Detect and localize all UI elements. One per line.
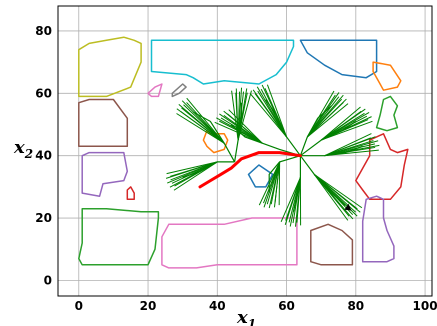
obstacle-green-block-bottom	[78, 207, 160, 266]
tree-edge-6-7	[296, 177, 301, 223]
tree-edge-7-7	[274, 161, 281, 204]
x-tick-labels: 0 20 40 60 80 100	[75, 299, 437, 313]
y-axis-title-main: x	[13, 137, 25, 158]
tree-edge-9-5	[181, 107, 225, 144]
y-tick-label-0: 0	[44, 273, 52, 287]
obstacle-cyan-block-top	[150, 39, 295, 85]
tree-edge-7-5	[270, 161, 281, 205]
x-tick-label-80: 80	[347, 299, 364, 313]
tree-edge-6-0	[280, 177, 301, 223]
x-tick-label-60: 60	[278, 299, 295, 313]
tree-edge-2-8	[306, 90, 335, 138]
obstacle-olive-block	[78, 36, 142, 98]
tree-arrow-tip	[344, 203, 352, 211]
y-tick-label-80: 80	[35, 24, 52, 38]
plot-frame	[57, 5, 433, 297]
obstacle-green-small-right	[375, 95, 399, 132]
search-tree	[165, 84, 380, 227]
tree-edge-3-0	[321, 120, 373, 141]
tree-edge-10-5	[237, 91, 241, 141]
x-tick-label-40: 40	[209, 299, 226, 313]
obstacle-pink-small	[147, 83, 163, 98]
y-tick-label-40: 40	[35, 149, 52, 163]
tree-edge-8-7	[174, 161, 218, 187]
tree-edge-7-0	[258, 161, 281, 206]
x-axis-title: x1	[236, 307, 256, 326]
tree-edge-5-7	[313, 173, 358, 210]
obstacle-red-block-right	[355, 133, 409, 201]
tree-edge-8-2	[165, 161, 218, 179]
tree-edge-2-2	[306, 98, 347, 138]
tree-edge-8-8	[173, 161, 218, 191]
x-axis-title-main: x	[236, 307, 248, 326]
y-tick-label-60: 60	[35, 86, 52, 100]
y-tick-label-20: 20	[35, 211, 52, 225]
obstacle-purple-block-left	[81, 151, 129, 197]
tree-edge-1-5	[257, 90, 287, 138]
tree-edge-10-7	[235, 92, 239, 141]
tree-branch-2	[299, 105, 333, 156]
path-line	[198, 151, 302, 189]
obstacle-blue-block-top-right	[299, 39, 378, 79]
y-axis-title-sub: 2	[24, 147, 33, 161]
tree-edge-9-8	[176, 113, 225, 144]
obstacle-brown-block-left	[78, 98, 129, 148]
tree-edge-10-8	[231, 90, 239, 141]
tree-edge-3-8	[320, 106, 361, 141]
obstacle-brown-block-bottom-right	[310, 223, 354, 266]
y-tick-labels: 0 20 40 60 80	[35, 24, 52, 287]
tree-edge-4-8	[324, 133, 372, 157]
tree-edge-2-0	[307, 103, 349, 138]
obstacle-pink-block-bottom	[161, 217, 298, 269]
tree-edge-6-2	[284, 177, 301, 225]
tree-edge-9-0	[186, 97, 225, 144]
tree-edge-9-7	[180, 110, 225, 144]
obstacle-red-small-square	[126, 186, 135, 201]
x-tick-label-0: 0	[75, 299, 83, 313]
planned-path	[198, 151, 302, 189]
tree-edge-10-0	[237, 90, 252, 141]
y-axis-title: x2	[13, 137, 33, 161]
tree-edge-3-7	[320, 110, 362, 141]
tree-edge-4-7	[324, 137, 372, 157]
obstacle-purple-block-right	[361, 195, 395, 263]
tree-edge-4-0	[324, 149, 379, 157]
x-tick-label-20: 20	[140, 299, 157, 313]
obstacle-gray-small	[171, 83, 187, 98]
x-axis-title-sub: 1	[248, 317, 256, 326]
obstacle-orange-small-top-right	[372, 61, 402, 91]
tree-edge-0-2	[223, 110, 263, 144]
tree-edge-5-8	[313, 173, 363, 209]
tree-edge-1-0	[266, 84, 288, 138]
tree-edge-5-0	[313, 174, 349, 221]
x-tick-label-100: 100	[413, 299, 437, 313]
tree-edge-1-8	[250, 93, 287, 138]
tree-edge-2-7	[306, 94, 336, 138]
tree-edge-1-7	[254, 93, 287, 138]
tree-edge-8-0	[166, 161, 218, 175]
